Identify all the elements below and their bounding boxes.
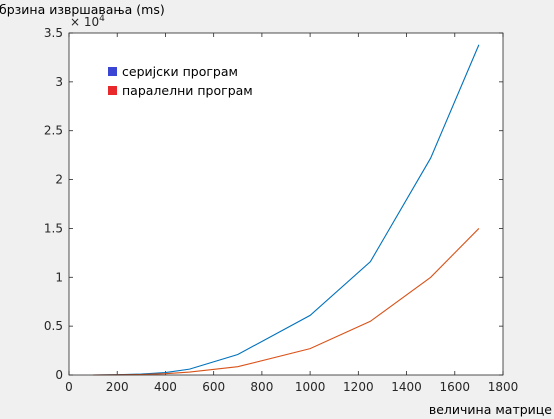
y-axis-title: брзина извршавања (ms) [0,2,165,17]
y-tick-label: 1.5 [44,221,63,235]
legend-swatch-parallel [108,86,117,95]
legend-label-parallel: паралелни програм [122,83,253,98]
y-tick-label: 0 [55,368,63,382]
y-exponent-base: × 10 [70,15,99,29]
x-tick-label: 1400 [391,380,422,394]
x-tick-label: 200 [106,380,129,394]
x-tick-label: 1200 [343,380,374,394]
y-tick-label: 3 [55,75,63,89]
y-tick-label: 1 [55,270,63,284]
x-axis-title: величина матрице [429,402,552,417]
y-tick-label: 3.5 [44,26,63,40]
legend-swatch-serial [108,67,117,76]
legend-label-serial: серијски програм [122,64,238,79]
tick-labels: 0 200 400 600 800 1000 1200 1400 1600 1800 0 0.5 1 1.… [44,26,518,394]
x-tick-label: 1000 [295,380,326,394]
y-exponent-label: × 104 [70,14,105,29]
legend: серијски програм паралелни програм [108,64,253,98]
x-tick-label: 0 [65,380,73,394]
y-exponent-power: 4 [99,14,105,24]
y-tick-label: 2 [55,173,63,187]
x-tick-label: 1600 [440,380,471,394]
plot-area [69,33,503,375]
x-tick-label: 400 [154,380,177,394]
x-tick-label: 1800 [488,380,519,394]
plot-frame [68,32,504,376]
y-tick-label: 2.5 [44,124,63,138]
x-tick-label: 600 [202,380,225,394]
x-tick-label: 800 [250,380,273,394]
y-tick-label: 0.5 [44,319,63,333]
